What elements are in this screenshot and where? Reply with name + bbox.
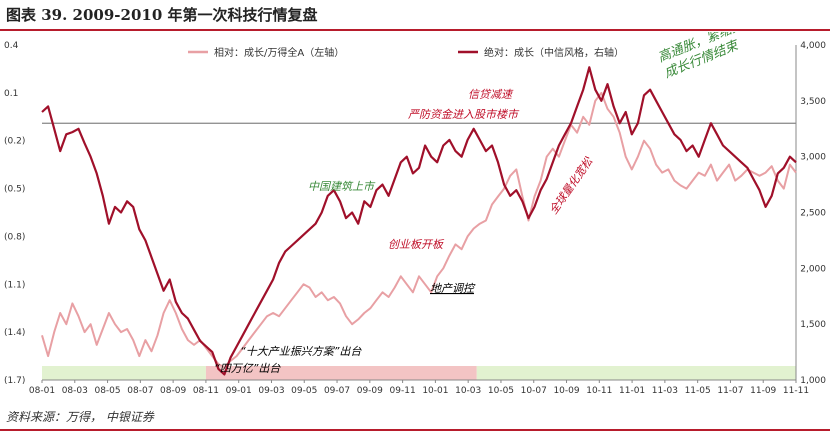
x-tick-label: 10-03: [455, 386, 481, 396]
x-tick-label: 08-03: [62, 386, 88, 396]
left-tick-label: 0.4: [4, 41, 19, 51]
legend-label: 相对：成长/万得全A（左轴）: [214, 46, 344, 59]
series-relative-line: [41, 91, 797, 369]
annotation: 高通胀，紧缩交易，成长行情结束: [656, 32, 770, 81]
right-tick-label: 3,000: [800, 153, 826, 163]
legend-label: 绝对：成长（中信风格，右轴）: [484, 46, 624, 59]
x-tick-label: 08-11: [193, 386, 219, 396]
x-tick-label: 08-09: [160, 386, 186, 396]
left-tick-label: 0.1: [4, 89, 18, 99]
annotation-text: 中国建筑上市: [308, 180, 376, 193]
x-tick-label: 09-03: [258, 386, 284, 396]
left-tick-label: (0.5): [4, 185, 25, 195]
series-lines: [41, 66, 797, 376]
source-note: 资料来源：万得， 中银证券: [6, 410, 154, 424]
series-absolute-line: [41, 66, 797, 376]
right-tick-label: 2,000: [800, 264, 826, 274]
x-tick-label: 11-01: [619, 386, 645, 396]
x-tick-label: 09-11: [390, 386, 416, 396]
annotation: 地产调控: [430, 282, 476, 295]
x-tick-label: 11-11: [783, 386, 809, 396]
right-tick-label: 3,500: [800, 97, 826, 107]
right-tick-label: 4,000: [800, 41, 826, 51]
right-tick-label: 1,500: [800, 320, 826, 330]
left-tick-label: (1.1): [4, 280, 25, 290]
x-tick-label: 09-07: [324, 386, 350, 396]
annotation: “四万亿”出台: [214, 362, 281, 375]
chart-canvas: 0.4 0.1 (0.2) (0.5) (0.8) (1.1) (1.4) (1.7) 4,00…: [4, 32, 826, 396]
x-tick-label: 11-05: [685, 386, 711, 396]
axes: 0.4 0.1 (0.2) (0.5) (0.8) (1.1) (1.4) (1.7) 4,00…: [4, 41, 826, 396]
left-tick-label: (0.2): [4, 137, 25, 147]
annotation-text: 创业板开板: [388, 238, 445, 251]
x-tick-label: 09-05: [291, 386, 317, 396]
legend: 相对：成长/万得全A（左轴） 绝对：成长（中信风格，右轴）: [188, 46, 624, 59]
x-tick-label: 11-03: [652, 386, 678, 396]
annotation-text: “十大产业振兴方案”出台: [240, 345, 362, 358]
annotation-text: 严防资金进入股市楼市: [408, 108, 520, 121]
shaded-periods: [42, 366, 796, 380]
x-tick-label: 08-01: [29, 386, 55, 396]
shaded-period: [42, 366, 206, 380]
annotation: 创业板开板: [388, 238, 445, 251]
left-tick-label: (0.8): [4, 232, 25, 242]
annotation-text: 信贷减速: [468, 88, 514, 101]
x-tick-label: 10-07: [521, 386, 547, 396]
x-tick-label: 10-11: [586, 386, 612, 396]
annotation: 严防资金进入股市楼市: [408, 108, 520, 121]
left-tick-label: (1.7): [4, 376, 25, 386]
title-divider: [0, 29, 830, 31]
annotation: 全球量化宽松: [547, 154, 596, 216]
x-tick-label: 11-07: [717, 386, 743, 396]
annotation: 信贷减速: [468, 88, 514, 101]
x-tick-label: 09-09: [357, 386, 383, 396]
shaded-period: [205, 366, 477, 380]
x-tick-label: 11-09: [750, 386, 776, 396]
x-tick-label: 08-05: [94, 386, 120, 396]
annotation-text: “四万亿”出台: [214, 362, 281, 375]
x-tick-label: 10-09: [553, 386, 579, 396]
annotation: “十大产业振兴方案”出台: [240, 345, 362, 358]
right-tick-label: 2,500: [800, 209, 826, 219]
chart-title: 图表 39. 2009-2010 年第一次科技行情复盘: [6, 6, 318, 24]
shaded-period: [476, 366, 796, 380]
right-tick-label: 1,000: [800, 376, 826, 386]
x-tick-label: 10-05: [488, 386, 514, 396]
annotation-text: 全球量化宽松: [547, 154, 596, 216]
x-tick-label: 09-01: [226, 386, 252, 396]
annotation: 中国建筑上市: [308, 180, 376, 193]
x-tick-label: 10-01: [422, 386, 448, 396]
left-tick-label: (1.4): [4, 328, 25, 338]
footer-divider: [0, 429, 830, 431]
annotation-text: 地产调控: [430, 282, 476, 295]
x-tick-label: 08-07: [127, 386, 153, 396]
